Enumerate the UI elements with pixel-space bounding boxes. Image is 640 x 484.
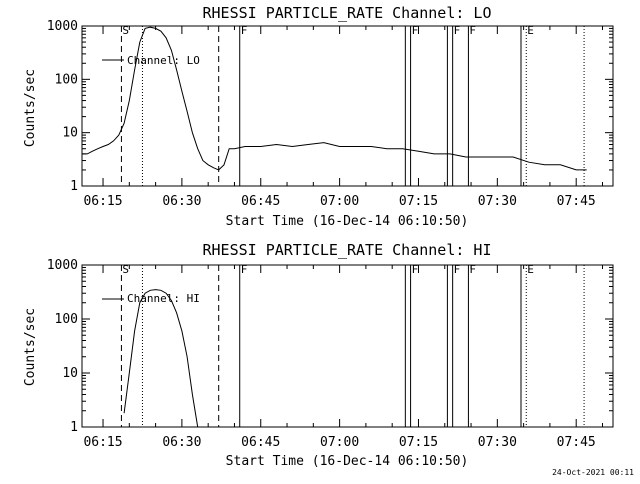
event-marker-label: F [241,263,248,276]
x-tick-label: 06:15 [83,435,122,450]
x-tick-label: 07:15 [399,194,438,209]
event-marker-label: F [454,24,461,37]
y-tick-label: 100 [55,72,78,87]
x-tick-label: 06:30 [162,435,201,450]
x-tick-label: 07:30 [478,435,517,450]
series-line [123,289,199,428]
x-tick-label: 07:00 [320,194,359,209]
event-marker-label: F [454,263,461,276]
event-marker-label: F [241,24,248,37]
x-tick-label: 07:00 [320,435,359,450]
x-tick-label: 07:30 [478,194,517,209]
x-tick-label: 07:15 [399,435,438,450]
panel-lo: RHESSI PARTICLE_RATE Channel: LO Counts/… [23,4,614,229]
y-tick-label: 10 [62,366,78,381]
y-tick-label: 1 [70,179,78,194]
y-tick-label: 1000 [47,258,78,273]
legend-label: Channel: LO [127,54,200,67]
y-tick-label: 1000 [47,19,78,34]
event-marker-label: E [527,24,534,37]
event-marker-label: F [469,24,476,37]
event-marker-label: F [469,263,476,276]
x-tick-label: 07:45 [557,194,596,209]
x-tick-label: 06:30 [162,194,201,209]
x-tick-label: 06:45 [241,435,280,450]
x-axis-label: Start Time (16-Dec-14 06:10:50) [226,214,469,229]
chart-title: RHESSI PARTICLE_RATE Channel: LO [203,4,492,22]
y-tick-label: 1 [70,420,78,435]
series-line [82,26,587,171]
footer-timestamp: 24-Oct-2021 00:11 [552,468,634,477]
panel-hi: RHESSI PARTICLE_RATE Channel: HI Counts/… [23,241,614,469]
x-tick-label: 07:45 [557,435,596,450]
legend-label: Channel: HI [127,292,200,305]
event-marker-label: E [527,263,534,276]
chart-title: RHESSI PARTICLE_RATE Channel: HI [203,241,492,259]
plot-frame [81,25,614,187]
x-tick-label: 06:45 [241,194,280,209]
event-marker-label: F [412,263,419,276]
event-marker-label: F [412,24,419,37]
y-axis-label: Counts/sec [23,308,38,386]
plot-frame [81,264,614,428]
event-marker-label: S [122,263,129,276]
y-tick-label: 10 [62,126,78,141]
x-tick-label: 06:15 [83,194,122,209]
x-axis-label: Start Time (16-Dec-14 06:10:50) [226,454,469,469]
y-tick-label: 100 [55,312,78,327]
event-marker-label: S [122,24,129,37]
y-axis-label: Counts/sec [23,69,38,147]
